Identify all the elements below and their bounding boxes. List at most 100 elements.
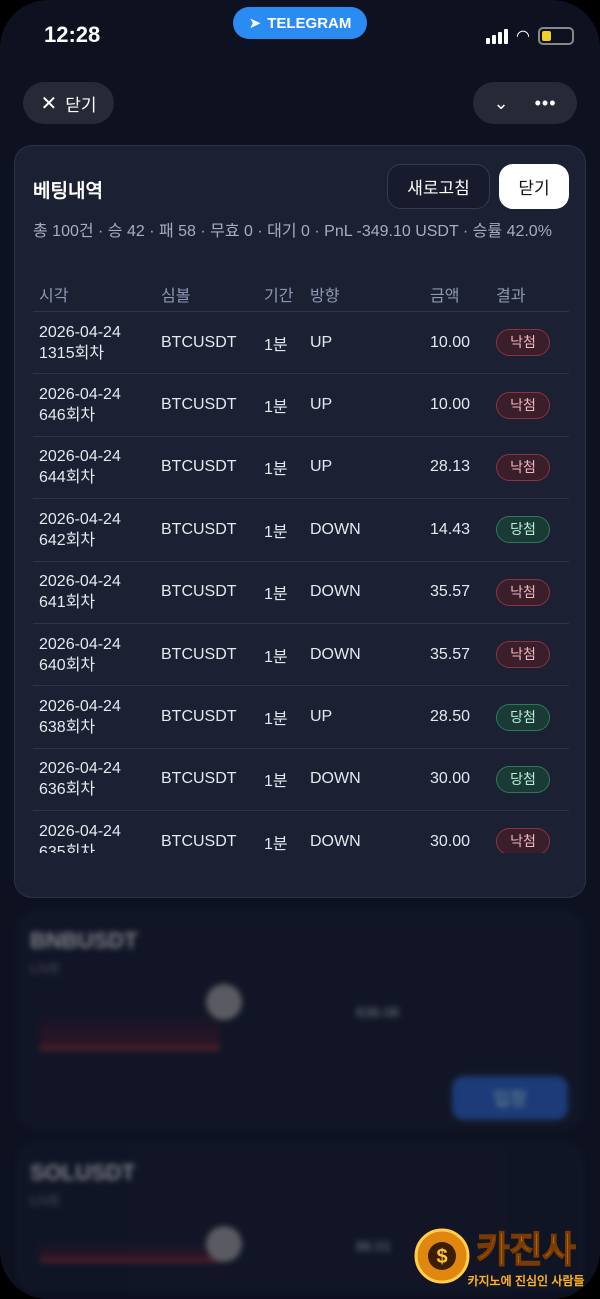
- amount-cell: 10.00: [430, 396, 471, 414]
- history-table[interactable]: 시각 심볼 기간 방향 금액 결과 2026-04-24 1315회차 BTCUS…: [33, 276, 569, 853]
- period-cell: 1분: [264, 586, 288, 604]
- result-badge: 당첨: [496, 765, 550, 793]
- signal-icon: [486, 28, 509, 44]
- close-label: 닫기: [65, 95, 97, 115]
- svg-text:$: $: [436, 1246, 447, 1268]
- card-price: 86.01: [356, 1238, 392, 1254]
- symbol-cell: BTCUSDT: [161, 396, 237, 414]
- clock: 12:28: [44, 22, 101, 47]
- time-cell: 2026-04-24 638회차: [33, 696, 161, 738]
- time-cell: 2026-04-24 635회차: [33, 821, 161, 853]
- telegram-pill[interactable]: ➤ TELEGRAM: [233, 7, 367, 39]
- more-icon[interactable]: •••: [534, 92, 557, 113]
- date: 2026-04-24: [39, 698, 121, 716]
- card-symbol: SOLUSDT: [30, 1160, 136, 1185]
- result-badge: 낙첨: [496, 391, 550, 419]
- symbol-cell: BTCUSDT: [161, 583, 237, 601]
- table-row: 2026-04-24 1315회차 BTCUSDT 1분 UP 10.00 낙첨: [33, 312, 569, 375]
- round: 644회차: [39, 469, 96, 487]
- telegram-label: TELEGRAM: [267, 14, 352, 32]
- amount-cell: 14.43: [430, 520, 471, 538]
- date: 2026-04-24: [39, 386, 121, 404]
- time-cell: 2026-04-24 640회차: [33, 634, 161, 676]
- amount-cell: 30.00: [430, 770, 471, 788]
- round: 642회차: [39, 531, 96, 549]
- amount-cell: 10.00: [430, 333, 471, 351]
- close-button[interactable]: 닫기: [499, 164, 569, 209]
- modal-title: 베팅내역: [33, 181, 103, 202]
- direction-cell: DOWN: [310, 645, 361, 663]
- table-row: 2026-04-24 642회차 BTCUSDT 1분 DOWN 14.43 당첨: [33, 499, 569, 562]
- battery-icon: [538, 27, 574, 45]
- col-symbol: 심볼: [161, 287, 191, 305]
- chevron-down-icon[interactable]: ⌄: [493, 92, 509, 113]
- result-badge: 당첨: [496, 703, 550, 731]
- table-row: 2026-04-24 640회차 BTCUSDT 1분 DOWN 35.57 낙첨: [33, 624, 569, 687]
- status-bar: 12:28 ➤ TELEGRAM ◠: [0, 0, 600, 70]
- symbol-cell: BTCUSDT: [161, 708, 237, 726]
- amount-cell: 28.13: [430, 458, 471, 476]
- col-result: 결과: [496, 287, 526, 305]
- close-icon: ✕: [40, 92, 58, 115]
- time-cell: 2026-04-24 644회차: [33, 446, 161, 488]
- direction-cell: DOWN: [310, 520, 361, 538]
- period-cell: 1분: [264, 336, 288, 354]
- amount-cell: 35.57: [430, 645, 471, 663]
- table-header: 시각 심볼 기간 방향 금액 결과: [33, 276, 569, 312]
- market-card-solusdt: SOLUSDT LIVE 86.01: [16, 1142, 584, 1292]
- amount-cell: 35.57: [430, 583, 471, 601]
- date: 2026-04-24: [39, 323, 121, 341]
- col-time: 시각: [39, 287, 69, 305]
- round: 638회차: [39, 719, 96, 737]
- symbol-cell: BTCUSDT: [161, 832, 237, 850]
- symbol-cell: BTCUSDT: [161, 333, 237, 351]
- period-cell: 1분: [264, 835, 288, 853]
- direction-cell: UP: [310, 333, 333, 351]
- amount-cell: 30.00: [430, 832, 471, 850]
- date: 2026-04-24: [39, 448, 121, 466]
- period-cell: 1분: [264, 648, 288, 666]
- result-badge: 당첨: [496, 516, 550, 544]
- symbol-cell: BTCUSDT: [161, 645, 237, 663]
- svg-text:카진사: 카진사: [476, 1229, 575, 1270]
- date: 2026-04-24: [39, 510, 121, 528]
- telegram-icon: ➤: [248, 15, 262, 32]
- wifi-icon: ◠: [516, 28, 530, 45]
- symbol-cell: BTCUSDT: [161, 458, 237, 476]
- period-cell: 1분: [264, 461, 288, 479]
- summary-stats: 총 100건 · 승 42 · 패 58 · 무효 0 · 대기 0 · PnL…: [33, 223, 552, 240]
- time-cell: 2026-04-24 646회차: [33, 384, 161, 426]
- period-cell: 1분: [264, 773, 288, 791]
- col-amount: 금액: [430, 287, 460, 305]
- direction-cell: UP: [310, 458, 333, 476]
- col-period: 기간: [264, 287, 294, 305]
- result-badge: 낙첨: [496, 641, 550, 669]
- webapp-menu[interactable]: ⌄ •••: [473, 82, 577, 124]
- direction-cell: DOWN: [310, 583, 361, 601]
- round: 646회차: [39, 407, 96, 425]
- chart-marker: [206, 984, 242, 1020]
- enter-button[interactable]: 입장: [452, 1076, 568, 1120]
- refresh-button[interactable]: 새로고침: [387, 164, 490, 209]
- date: 2026-04-24: [39, 573, 121, 591]
- svg-text:카지노에 진심인 사람들: 카지노에 진심인 사람들: [467, 1273, 584, 1288]
- date: 2026-04-24: [39, 760, 121, 778]
- time-cell: 2026-04-24 641회차: [33, 571, 161, 613]
- symbol-cell: BTCUSDT: [161, 520, 237, 538]
- time-cell: 2026-04-24 642회차: [33, 509, 161, 551]
- table-row: 2026-04-24 635회차 BTCUSDT 1분 DOWN 30.00 낙첨: [33, 811, 569, 853]
- card-status: LIVE: [30, 960, 61, 976]
- round: 635회차: [39, 843, 96, 853]
- result-badge: 낙첨: [496, 828, 550, 853]
- symbol-cell: BTCUSDT: [161, 770, 237, 788]
- close-webapp-button[interactable]: ✕ 닫기: [23, 82, 114, 124]
- card-symbol: BNBUSDT: [30, 928, 138, 953]
- watermark-logo: $ 카진사 카지노에 진심인 사람들: [414, 1228, 585, 1288]
- period-cell: 1분: [264, 523, 288, 541]
- table-row: 2026-04-24 641회차 BTCUSDT 1분 DOWN 35.57 낙첨: [33, 562, 569, 624]
- round: 641회차: [39, 594, 96, 612]
- direction-cell: DOWN: [310, 770, 361, 788]
- card-status: LIVE: [30, 1192, 61, 1208]
